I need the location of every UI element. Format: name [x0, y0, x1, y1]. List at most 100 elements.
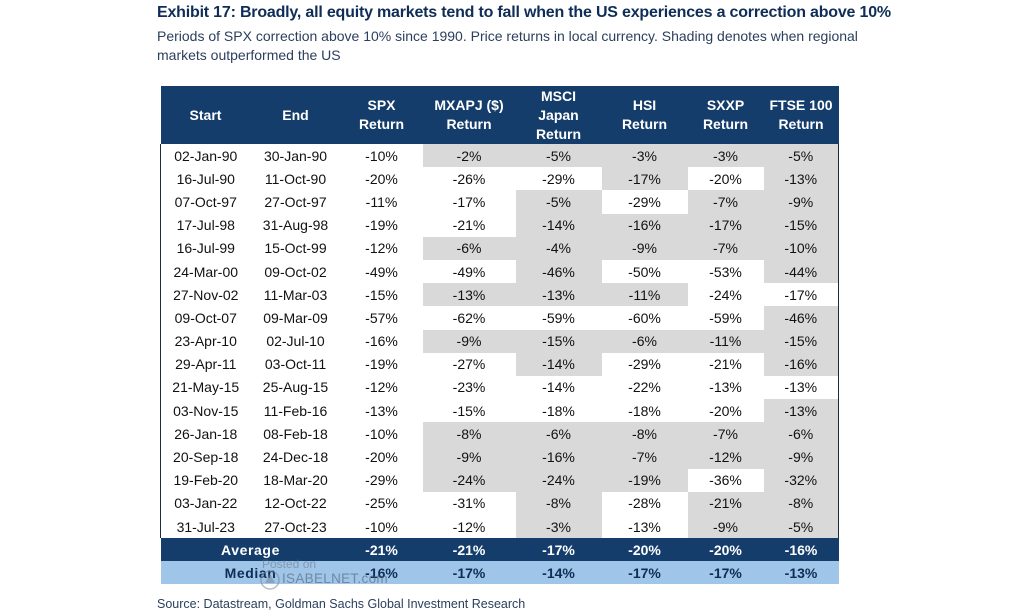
table-cell: -60% [628, 309, 661, 326]
column-header-line: End [282, 106, 309, 123]
table-cell: -8% [515, 491, 602, 515]
table-cell: -10% [365, 425, 398, 442]
table-cell: -15% [452, 402, 486, 419]
table-cell: -24% [515, 468, 602, 492]
summary-cell: -17% [542, 541, 575, 558]
table-row: 23-Apr-10 02-Jul-10 -16% -9% -15% -6% -11% -15% [160, 329, 839, 353]
column-header-hsi-return: HSI Return [601, 86, 688, 144]
table-cell: 09-Oct-02 [264, 263, 327, 280]
table-cell: 16-Jul-90 [160, 167, 251, 191]
table-cell: -31% [452, 495, 486, 512]
table-cell: -5% [515, 190, 602, 214]
summary-cell: -14% [542, 564, 575, 581]
table-cell: 27-Oct-23 [264, 518, 327, 535]
column-header-line: SXXP [706, 97, 745, 113]
column-header-ftse-100-return: FTSE 100 Return [763, 86, 839, 144]
summary-cell: -20% [628, 541, 661, 558]
table-cell: -8% [422, 422, 516, 446]
table-row: 17-Jul-98 31-Aug-98 -19% -21% -14% -16% -17% -1… [160, 213, 839, 237]
table-cell: -19% [365, 356, 398, 373]
summary-cell: -21% [365, 541, 398, 558]
table-cell: -20% [709, 170, 742, 187]
table-cell: -25% [365, 495, 398, 512]
table-row: 03-Nov-15 11-Feb-16 -13% -15% -18% -18% -20% -1… [160, 399, 839, 423]
table-cell: -17% [763, 283, 839, 307]
summary-row-average: Average -21% -21% -17% -20% -20% -16% [160, 538, 839, 562]
column-header-msci-japan-return: MSCI Japan Return [515, 86, 602, 144]
table-cell: -19% [365, 217, 398, 234]
table-cell: 03-Oct-11 [264, 356, 327, 373]
table-cell: -6% [601, 329, 688, 353]
summary-label: Average [221, 541, 280, 558]
table-cell: 31-Aug-98 [262, 217, 329, 234]
table-cell: -11% [687, 329, 764, 353]
table-cell: -10% [763, 236, 839, 260]
table-cell: -3% [687, 144, 764, 168]
summary-cell: -17% [452, 564, 486, 581]
table-cell: -15% [763, 329, 839, 353]
exhibit-subtitle: Periods of SPX correction above 10% sinc… [157, 28, 858, 63]
table-cell: -32% [763, 468, 839, 492]
table-cell: 31-Jul-23 [160, 515, 251, 539]
column-header-end: End [250, 86, 341, 144]
column-header-start: Start [160, 86, 251, 144]
table-cell: -15% [515, 329, 602, 353]
table-cell: 29-Apr-11 [160, 352, 251, 376]
table-cell: -21% [709, 356, 742, 373]
table-cell: -53% [709, 263, 742, 280]
table-cell: 26-Jan-18 [160, 422, 251, 446]
table-cell: 11-Oct-90 [264, 170, 327, 187]
table-cell: -10% [365, 518, 398, 535]
table-cell: -57% [365, 309, 398, 326]
table-cell: -15% [763, 213, 839, 237]
table-row: 02-Jan-90 30-Jan-90 -10% -2% -5% -3% -3% -5% [160, 144, 839, 168]
column-header-line: MXAPJ ($) [434, 97, 504, 113]
table-cell: 20-Sep-18 [160, 445, 251, 469]
column-header-spx-return: SPX Return [340, 86, 423, 144]
table-cell: -13% [709, 379, 742, 396]
table-cell: -16% [763, 352, 839, 376]
column-header-line: Return [778, 116, 824, 132]
column-header-line: SPX [367, 97, 396, 113]
table-summary: Average -21% -21% -17% -20% -20% -16% Median -16… [160, 538, 839, 585]
table-row: 03-Jan-22 12-Oct-22 -25% -31% -8% -28% -21% -8% [160, 491, 839, 515]
table-cell: -50% [628, 263, 661, 280]
table-cell: -26% [452, 170, 486, 187]
table-cell: 11-Feb-16 [263, 402, 328, 419]
summary-cell: -16% [784, 541, 818, 558]
table-row: 20-Sep-18 24-Dec-18 -20% -9% -16% -7% -12% -9% [160, 445, 839, 469]
table-cell: -3% [515, 515, 602, 539]
table-cell: -21% [687, 491, 764, 515]
column-header-line: FTSE 100 [769, 97, 833, 113]
column-header-line: Japan [538, 106, 579, 123]
table-row: 29-Apr-11 03-Oct-11 -19% -27% -14% -29% -21% -1… [160, 352, 839, 376]
correction-returns-table: Start End SPX Return MXAPJ ($) Return MSCI Japa… [160, 86, 839, 585]
table-cell: -3% [601, 144, 688, 168]
table-row: 19-Feb-20 18-Mar-20 -29% -24% -24% -19% -36% -3… [160, 468, 839, 492]
table-cell: 17-Jul-98 [160, 213, 251, 237]
table-cell: 07-Oct-97 [160, 190, 251, 214]
table-cell: -7% [687, 422, 764, 446]
table-row: 16-Jul-90 11-Oct-90 -20% -26% -29% -17% -20% -1… [160, 167, 839, 191]
table-cell: -44% [763, 259, 839, 284]
table-cell: -29% [628, 356, 661, 373]
table-cell: -46% [515, 259, 602, 284]
summary-cell: -20% [709, 541, 742, 558]
column-header-mxapj-return: MXAPJ ($) Return [422, 86, 516, 144]
table-cell: -15% [365, 286, 398, 303]
table-cell: -8% [601, 422, 688, 446]
column-header-line: Return [358, 116, 405, 132]
table-cell: 16-Jul-99 [160, 236, 251, 260]
table-cell: -9% [763, 445, 839, 469]
table-cell: -14% [515, 213, 602, 237]
table-cell: -12% [452, 518, 486, 535]
table-cell: -20% [709, 402, 742, 419]
column-header-line: Return [535, 125, 582, 142]
table-cell: -18% [542, 402, 575, 419]
table-cell: 09-Oct-07 [160, 306, 251, 330]
table-cell: -12% [687, 445, 764, 469]
table-cell: -29% [542, 170, 575, 187]
table-cell: 18-Mar-20 [263, 472, 328, 489]
column-header-line: MSCI [541, 87, 576, 104]
table-row: 21-May-15 25-Aug-15 -12% -23% -14% -22% -13% -1… [160, 375, 839, 400]
